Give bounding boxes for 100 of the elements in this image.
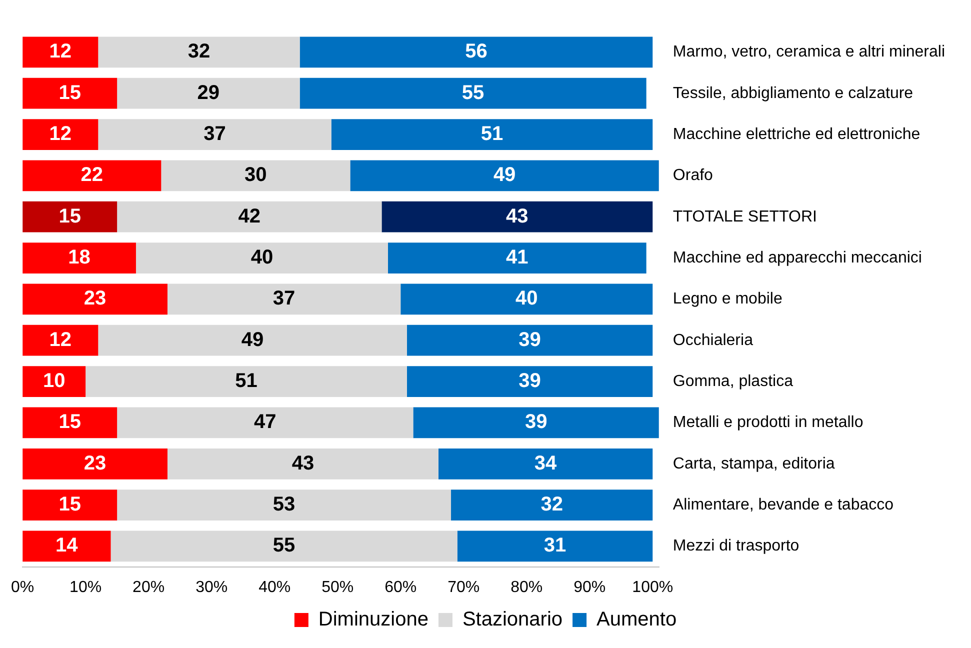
data-label: 49 bbox=[493, 164, 516, 186]
data-label: 41 bbox=[506, 246, 528, 269]
bar bbox=[22, 78, 118, 109]
data-label: 32 bbox=[188, 40, 210, 63]
x-tick-label: 70% bbox=[448, 578, 480, 596]
data-label: 18 bbox=[68, 246, 90, 269]
bar bbox=[22, 284, 168, 315]
data-label: 40 bbox=[250, 246, 274, 269]
y-tick-label: Orafo bbox=[672, 167, 714, 184]
data-label: 15 bbox=[58, 205, 81, 228]
x-tick-label: 60% bbox=[384, 578, 417, 596]
data-label: 12 bbox=[49, 123, 72, 146]
y-tick-label: Alimentare, bevande e tabacco bbox=[672, 496, 894, 514]
data-label: 51 bbox=[235, 370, 258, 392]
y-tick-label: Carta, stampa, editoria bbox=[672, 455, 835, 472]
data-label: 12 bbox=[49, 40, 72, 63]
y-tick-label: Marmo, vetro, ceramica e altri minerali bbox=[672, 44, 946, 61]
bar bbox=[22, 407, 118, 438]
bar bbox=[22, 160, 162, 192]
data-label: 15 bbox=[58, 82, 81, 104]
data-label: 29 bbox=[197, 82, 220, 104]
data-label: 37 bbox=[204, 123, 226, 146]
data-label: 43 bbox=[292, 452, 314, 474]
data-label: 32 bbox=[540, 494, 563, 516]
y-tick-label: Macchine ed apparecchi meccanici bbox=[672, 249, 922, 266]
data-label: 37 bbox=[272, 288, 296, 310]
bar bbox=[167, 448, 438, 480]
x-tick-label: 90% bbox=[574, 578, 606, 596]
data-label: 47 bbox=[254, 411, 276, 434]
bar bbox=[300, 78, 646, 109]
data-label: 56 bbox=[465, 40, 488, 63]
legend-label: Diminuzione bbox=[318, 608, 428, 631]
data-label: 43 bbox=[506, 205, 528, 228]
data-label: 49 bbox=[241, 328, 264, 351]
data-label: 31 bbox=[544, 534, 566, 557]
bar bbox=[161, 160, 350, 192]
bar bbox=[388, 242, 646, 274]
bar bbox=[413, 407, 659, 438]
bar bbox=[382, 201, 653, 232]
data-label: 55 bbox=[462, 82, 484, 104]
bar bbox=[22, 242, 136, 274]
y-tick-label: Metalli e prodotti in metallo bbox=[672, 414, 864, 432]
bar bbox=[22, 448, 168, 480]
data-label: 55 bbox=[272, 534, 296, 557]
data-label: 30 bbox=[244, 164, 267, 186]
bar bbox=[22, 490, 118, 520]
bar bbox=[117, 490, 452, 520]
bar bbox=[117, 201, 382, 232]
y-tick-label: Mezzi di trasporto bbox=[672, 538, 800, 555]
bar bbox=[400, 284, 653, 315]
y-tick-label: Tessile, abbigliamento e calzature bbox=[672, 84, 914, 102]
x-tick-label: 80% bbox=[510, 578, 543, 596]
data-label: 40 bbox=[515, 288, 538, 310]
bar bbox=[22, 201, 118, 232]
bar bbox=[406, 324, 653, 356]
bar bbox=[406, 366, 653, 397]
data-label: 39 bbox=[518, 370, 541, 392]
x-tick-label: 10% bbox=[70, 578, 102, 596]
data-label: 12 bbox=[49, 328, 72, 351]
bar bbox=[457, 530, 653, 562]
data-label: 39 bbox=[524, 411, 548, 434]
bar bbox=[300, 36, 653, 68]
data-label: 10 bbox=[42, 370, 66, 392]
x-tick-label: 20% bbox=[132, 578, 165, 596]
bar bbox=[438, 448, 653, 480]
data-label: 15 bbox=[58, 494, 81, 516]
bar bbox=[98, 119, 332, 150]
bar bbox=[22, 324, 98, 356]
data-label: 39 bbox=[518, 328, 541, 351]
x-tick-label: 30% bbox=[196, 578, 228, 596]
bar bbox=[98, 36, 300, 68]
data-label: 23 bbox=[84, 288, 106, 310]
bar bbox=[331, 119, 653, 150]
bar bbox=[136, 242, 388, 274]
x-tick-label: 100% bbox=[632, 578, 674, 596]
y-tick-label: TTOTALE SETTORI bbox=[672, 208, 817, 226]
x-tick-label: 50% bbox=[322, 578, 354, 596]
data-label: 34 bbox=[534, 452, 558, 474]
x-tick-label: 0% bbox=[11, 578, 34, 596]
bar bbox=[117, 407, 414, 438]
bar bbox=[167, 284, 401, 315]
legend-label: Stazionario bbox=[462, 608, 563, 631]
bar bbox=[22, 530, 111, 562]
y-tick-label: Occhialeria bbox=[672, 332, 754, 349]
data-label: 42 bbox=[238, 205, 261, 228]
bar bbox=[22, 36, 98, 68]
data-label: 51 bbox=[480, 123, 504, 146]
y-tick-label: Macchine elettriche ed elettroniche bbox=[672, 126, 920, 143]
data-label: 14 bbox=[56, 534, 79, 557]
bar bbox=[98, 324, 407, 356]
bar bbox=[350, 160, 659, 192]
data-label: 23 bbox=[84, 452, 106, 474]
data-label: 53 bbox=[272, 494, 296, 516]
bar bbox=[451, 490, 653, 520]
bar bbox=[86, 366, 407, 397]
bar bbox=[22, 366, 86, 397]
bar bbox=[22, 119, 98, 150]
data-label: 15 bbox=[58, 411, 81, 434]
x-tick-label: 40% bbox=[258, 578, 291, 596]
bar bbox=[117, 78, 300, 109]
